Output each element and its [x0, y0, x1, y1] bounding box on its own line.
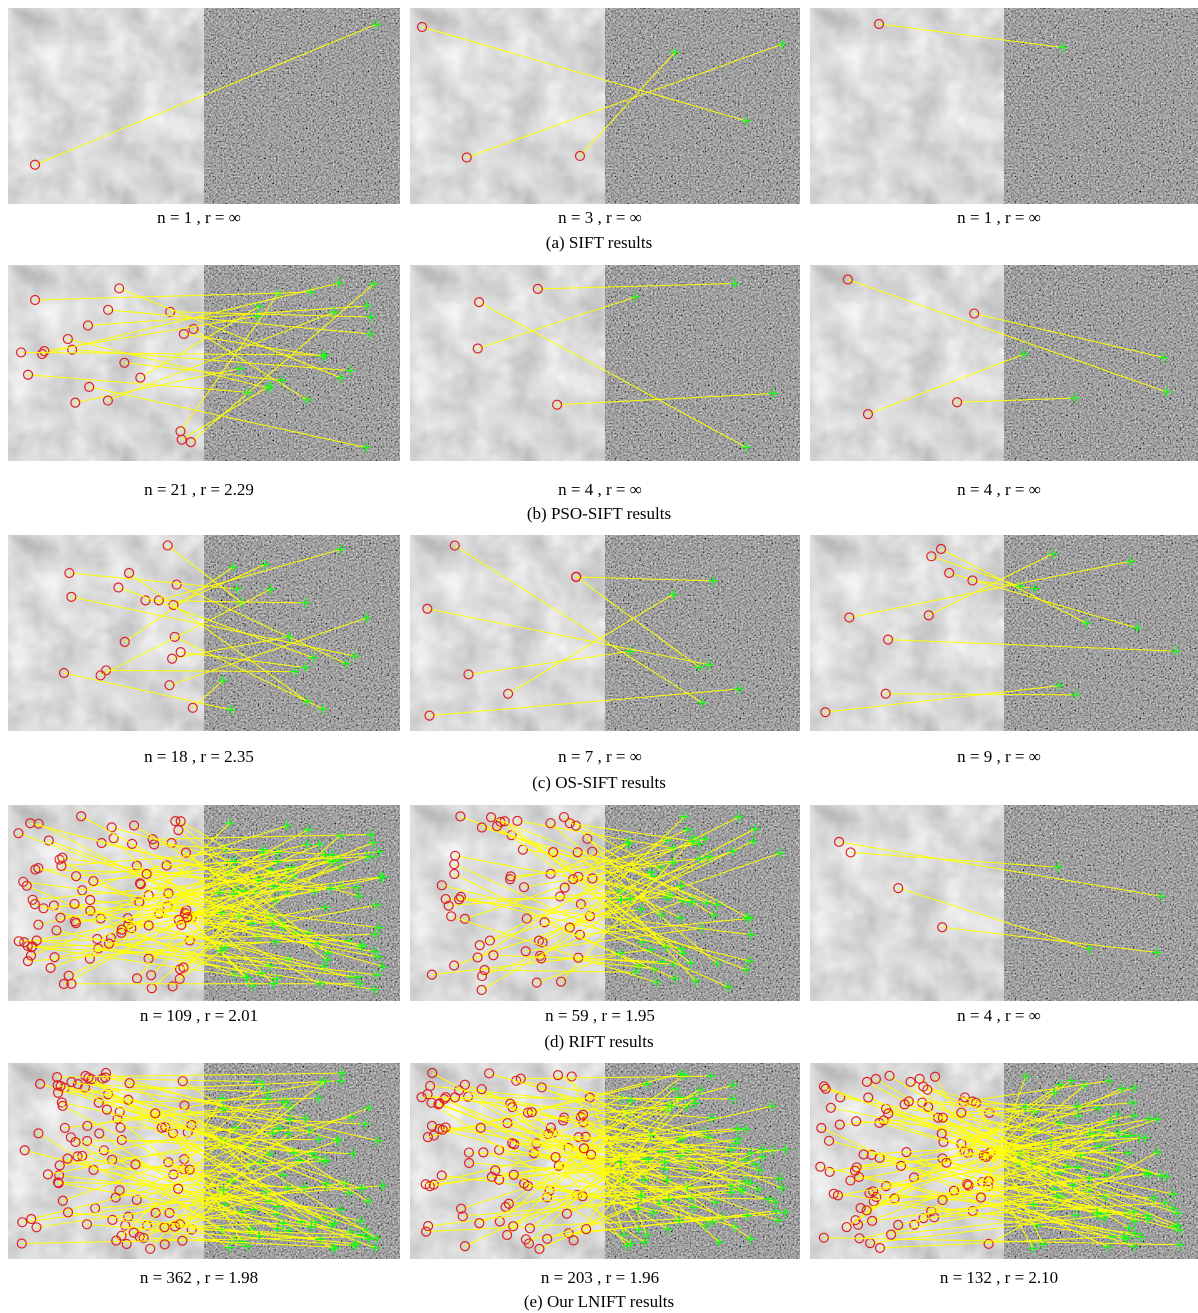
caption: (c) OS-SIFT results: [532, 773, 666, 793]
caption: n = 7 , r = ∞: [558, 747, 642, 767]
optical-texture: [410, 8, 605, 204]
match-image: [410, 805, 800, 1001]
sar-texture: [204, 8, 400, 204]
caption: n = 4 , r = ∞: [957, 1006, 1041, 1026]
caption: n = 18 , r = 2.35: [144, 747, 254, 767]
caption: (d) RIFT results: [544, 1032, 653, 1052]
caption: (a) SIFT results: [546, 233, 652, 253]
sar-texture: [1004, 535, 1198, 731]
caption: n = 3 , r = ∞: [558, 208, 642, 228]
sar-texture: [1004, 265, 1198, 461]
sar-texture: [1004, 805, 1198, 1001]
sar-texture: [605, 265, 800, 461]
match-image: [810, 265, 1198, 461]
match-image: [810, 8, 1198, 204]
match-image: [8, 8, 400, 204]
caption: n = 1 , r = ∞: [957, 208, 1041, 228]
caption: n = 1 , r = ∞: [157, 208, 241, 228]
match-image: [410, 8, 800, 204]
match-image: [410, 1063, 800, 1259]
optical-texture: [810, 265, 1004, 461]
match-image: [810, 805, 1198, 1001]
optical-texture: [810, 535, 1004, 731]
optical-texture: [810, 8, 1004, 204]
sar-texture: [1004, 8, 1198, 204]
caption: n = 9 , r = ∞: [957, 747, 1041, 767]
caption: n = 4 , r = ∞: [957, 480, 1041, 500]
optical-texture: [8, 535, 204, 731]
optical-texture: [410, 535, 605, 731]
match-image: [410, 265, 800, 461]
caption: (b) PSO-SIFT results: [527, 504, 671, 524]
match-image: [8, 1063, 400, 1259]
match-image: [810, 535, 1198, 731]
match-image: [410, 535, 800, 731]
optical-texture: [810, 805, 1004, 1001]
caption: n = 109 , r = 2.01: [140, 1006, 258, 1026]
caption: n = 4 , r = ∞: [558, 480, 642, 500]
match-image: [8, 805, 400, 1001]
caption: n = 203 , r = 1.96: [541, 1268, 659, 1288]
caption: n = 362 , r = 1.98: [140, 1268, 258, 1288]
optical-texture: [8, 8, 204, 204]
sar-texture: [605, 8, 800, 204]
figure: n = 1 , r = ∞ n = 3 , r = ∞ n = 1 , r = ∞ (…: [0, 0, 1198, 1313]
optical-texture: [410, 265, 605, 461]
caption: n = 132 , r = 2.10: [940, 1268, 1058, 1288]
match-image: [810, 1063, 1198, 1259]
optical-texture: [8, 265, 204, 461]
match-image: [8, 265, 400, 461]
match-image: [8, 535, 400, 731]
caption: n = 59 , r = 1.95: [545, 1006, 655, 1026]
caption: (e) Our LNIFT results: [524, 1292, 674, 1312]
caption: n = 21 , r = 2.29: [144, 480, 254, 500]
